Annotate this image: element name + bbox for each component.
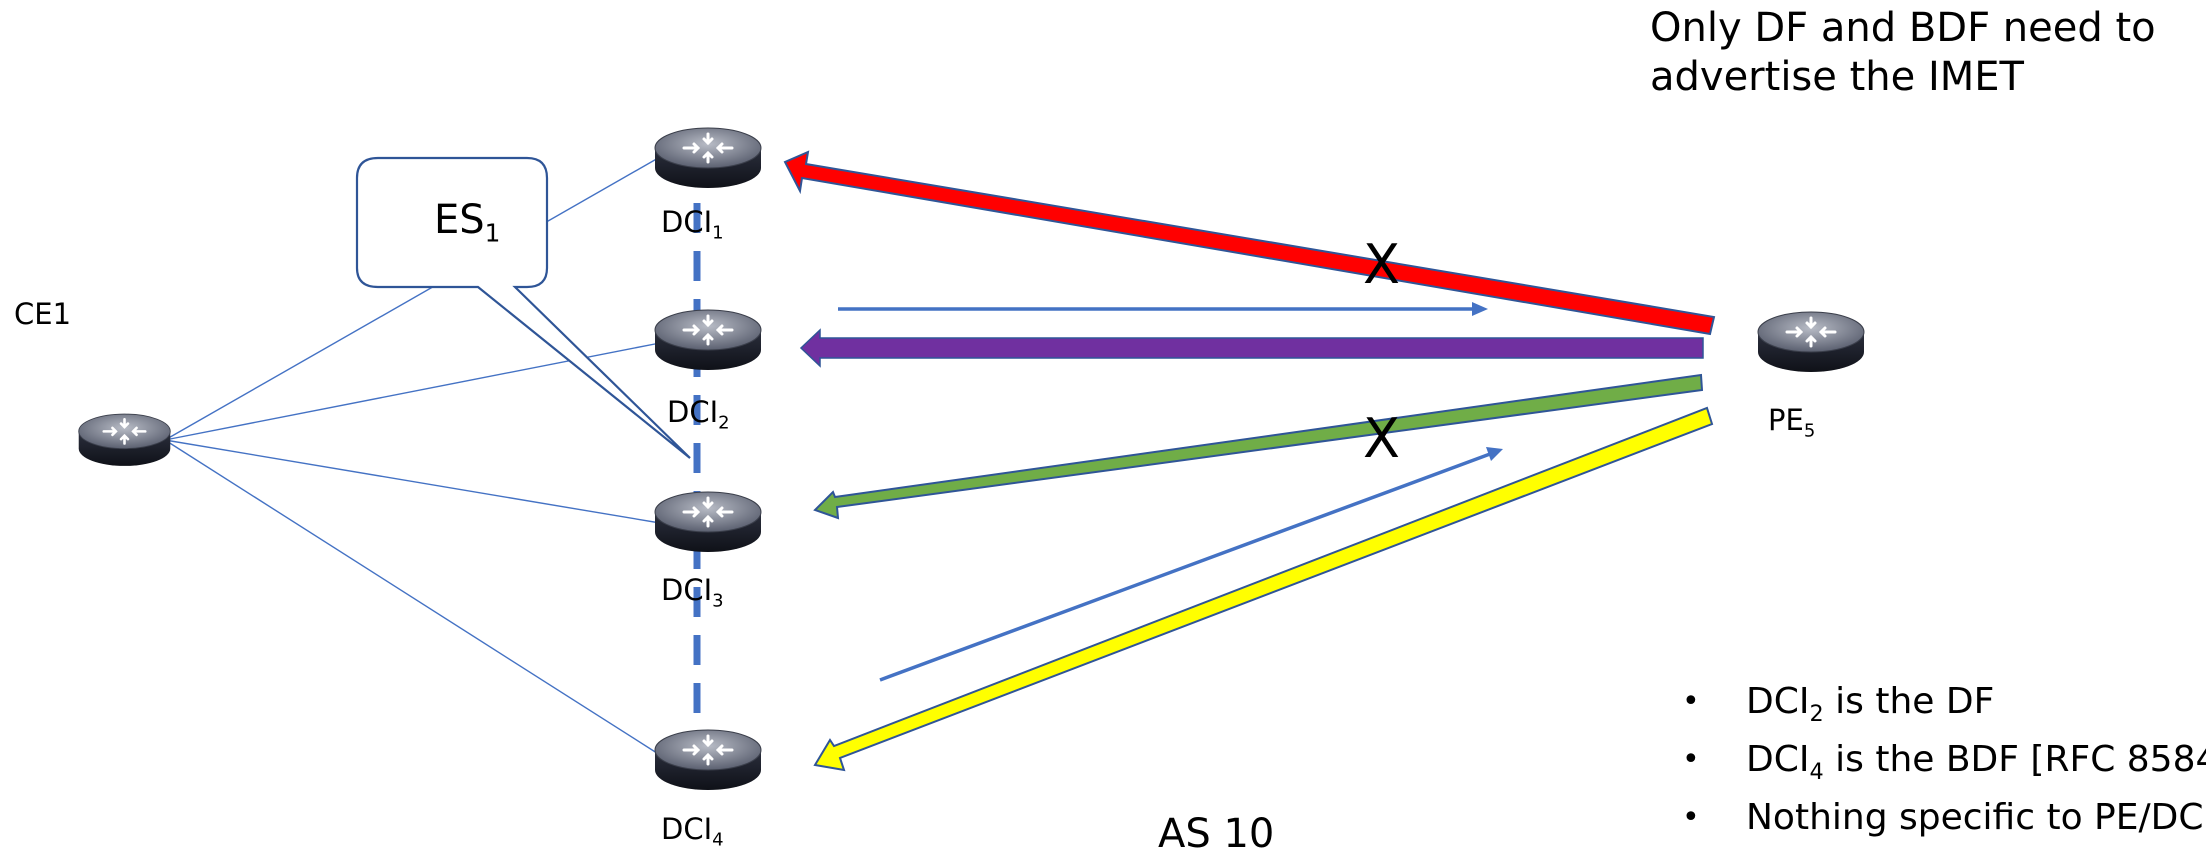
router-icon-dci1 [653,126,763,190]
link-ce1-dci1 [164,156,661,441]
router-icon-dci4 [653,728,763,792]
dci4-label: DCI4 [661,812,724,851]
slide-title: Only DF and BDF need to advertise the IM… [1650,5,2156,100]
as-number-label: AS 10 [1158,811,1275,857]
blocked-mark-dci1: X [1363,233,1400,296]
es1-callout [355,156,691,459]
blocked-mark-dci3: X [1363,407,1400,470]
pe5-label: PE5 [1768,403,1816,442]
purple-imet-arrow [799,328,1704,368]
dci1-label: DCI1 [661,205,724,244]
thin-arrows [838,302,1503,682]
bullet: • [1682,800,1700,835]
router-icon-pe5 [1756,310,1866,374]
note-item: • Nothing specific to PE/DCI [1682,794,2206,852]
notes-list: • DCI2 is the DF • DCI4 is the BDF [RFC 85… [1682,678,2206,852]
es1-callout-label: ES1 [434,197,501,248]
bullet: • [1682,742,1700,777]
router-icon-dci2 [653,308,763,372]
link-ce1-dci3 [164,439,661,524]
yellow-imet-arrow [813,406,1714,772]
router-icon-dci3 [653,490,763,554]
dci2-label: DCI2 [667,395,730,434]
link-ce1-dci4 [164,439,661,756]
bullet: • [1682,684,1700,719]
router-icon-ce1 [77,412,172,468]
red-imet-arrow [783,150,1716,336]
ce1-label: CE1 [14,297,72,331]
note-item: • DCI2 is the DF [1682,678,2206,736]
green-imet-arrow [813,373,1704,520]
note-item: • DCI4 is the BDF [RFC 8584] [1682,736,2206,794]
dci3-label: DCI3 [661,573,724,612]
